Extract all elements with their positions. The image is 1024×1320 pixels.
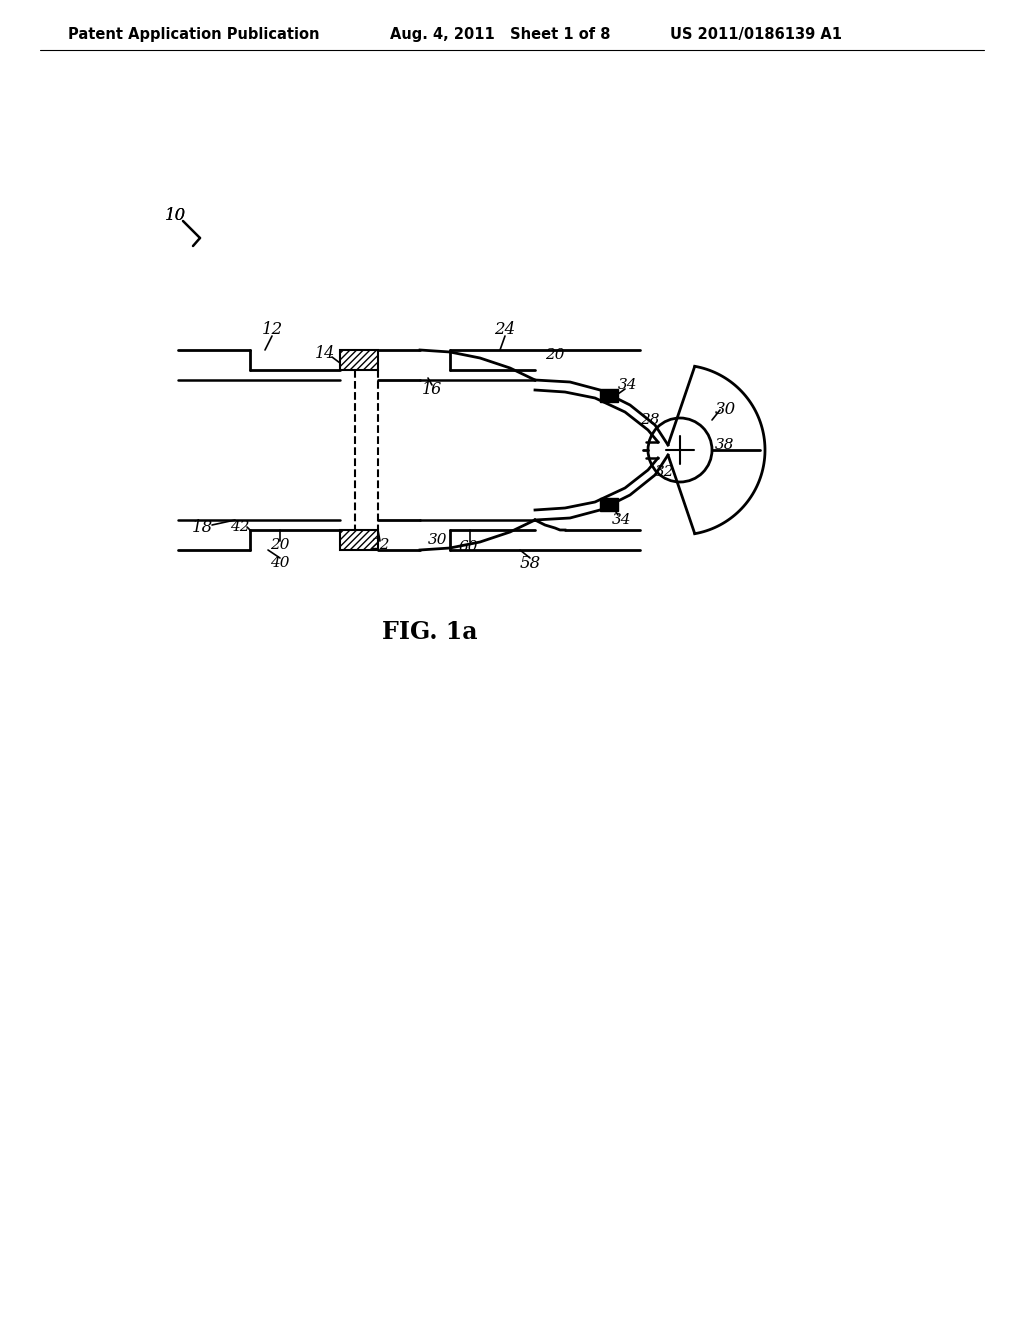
Text: 34: 34 [612, 513, 632, 527]
Text: 60: 60 [459, 540, 478, 554]
Text: Aug. 4, 2011   Sheet 1 of 8: Aug. 4, 2011 Sheet 1 of 8 [390, 28, 610, 42]
Text: 24: 24 [495, 322, 516, 338]
Text: 22: 22 [371, 539, 390, 552]
Text: FIG. 1a: FIG. 1a [382, 620, 478, 644]
Text: 14: 14 [314, 345, 335, 362]
Bar [600, 389, 618, 403]
Text: 58: 58 [519, 554, 541, 572]
Text: 30: 30 [715, 401, 735, 418]
Bar [340, 531, 378, 550]
Bar [340, 350, 378, 370]
Text: 20: 20 [270, 539, 290, 552]
Text: 10: 10 [165, 206, 185, 223]
Text: 18: 18 [191, 519, 213, 536]
Text: 10: 10 [165, 206, 185, 223]
Text: 16: 16 [422, 381, 442, 399]
Text: 20: 20 [545, 348, 565, 362]
Text: 34: 34 [618, 378, 638, 392]
Text: 42: 42 [230, 520, 250, 535]
Text: US 2011/0186139 A1: US 2011/0186139 A1 [670, 28, 842, 42]
Bar [600, 498, 618, 511]
Text: Patent Application Publication: Patent Application Publication [68, 28, 319, 42]
Text: 38: 38 [715, 438, 735, 451]
Text: 40: 40 [270, 556, 290, 570]
Text: 28: 28 [640, 413, 659, 426]
Text: 32: 32 [655, 465, 675, 479]
Text: 30: 30 [428, 533, 447, 546]
Text: 12: 12 [261, 322, 283, 338]
